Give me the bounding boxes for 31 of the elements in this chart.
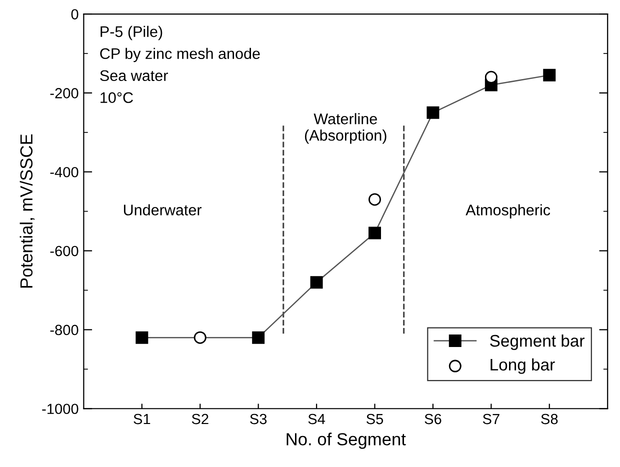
annotation: Atmospheric: [466, 204, 550, 218]
x-tick-label: S4: [308, 414, 326, 424]
annotation: Underwater: [124, 204, 202, 216]
annotation: Waterline (Absorption): [304, 113, 386, 144]
x-axis-title: No. of Segment: [286, 432, 406, 449]
x-tick-label: S6: [424, 414, 442, 424]
x-tick-label: S3: [250, 414, 267, 424]
point: [194, 331, 206, 344]
point: [484, 70, 498, 84]
y-axis-title: Potential, mV/SSCE: [20, 134, 35, 288]
legend-label: Segment bar: [490, 334, 584, 350]
point: [136, 331, 148, 344]
point: [368, 193, 382, 206]
y-tick-label: -1000: [42, 404, 78, 414]
point: [310, 276, 323, 289]
point: [368, 226, 382, 240]
y-tick-label: 0: [71, 9, 78, 20]
y-tick-label: -600: [50, 246, 78, 256]
x-tick-label: S2: [192, 414, 208, 424]
y-tick-label: -400: [50, 166, 78, 178]
legend-label: Long bar: [490, 358, 555, 374]
x-tick-label: S8: [541, 414, 558, 424]
point: [252, 331, 265, 344]
y-tick-label: -800: [50, 324, 78, 336]
x-tick-label: S1: [134, 414, 150, 424]
x-tick-label: S5: [366, 414, 384, 424]
y-tick-label: -200: [50, 88, 78, 98]
x-tick-label: S7: [482, 414, 500, 424]
point: [426, 106, 440, 119]
annotation: P-5 (Pile) CP by zinc mesh anode Sea water 10°C: [100, 26, 260, 104]
point: [543, 68, 556, 82]
